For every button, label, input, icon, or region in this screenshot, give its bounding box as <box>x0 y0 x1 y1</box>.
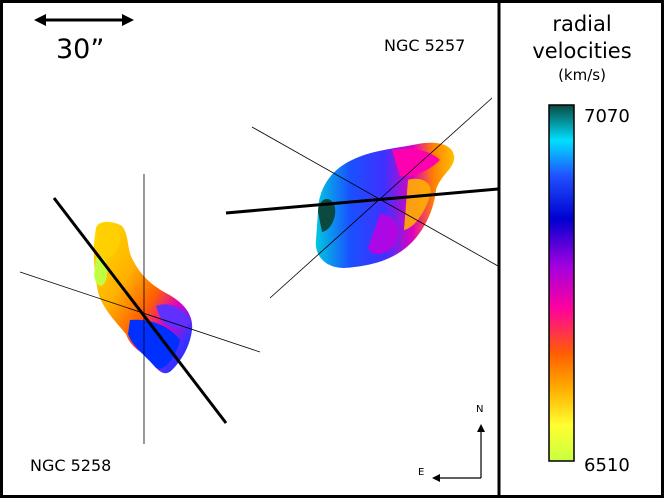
compass-arrows <box>432 424 485 482</box>
colorbar-max-label: 7070 <box>584 106 630 127</box>
colorbar-unit: (km/s) <box>558 66 606 84</box>
scale-bar-arrow <box>34 14 134 26</box>
ngc5258-velocity-field <box>93 221 193 374</box>
colorbar <box>548 104 575 462</box>
scale-bar-label: 30” <box>56 34 105 65</box>
compass-east-label: E <box>418 467 425 478</box>
ngc5257-velocity-field <box>315 142 455 268</box>
galaxy-label-ngc5257: NGC 5257 <box>384 36 466 55</box>
ngc5258-axes <box>19 174 261 444</box>
compass-north-label: N <box>476 404 484 415</box>
galaxy-label-ngc5258: NGC 5258 <box>30 456 112 475</box>
colorbar-title-line2: velocities <box>532 39 632 63</box>
colorbar-title-line1: radial <box>552 12 612 36</box>
colorbar-min-label: 6510 <box>584 455 630 476</box>
ngc5257-axes <box>225 97 499 299</box>
